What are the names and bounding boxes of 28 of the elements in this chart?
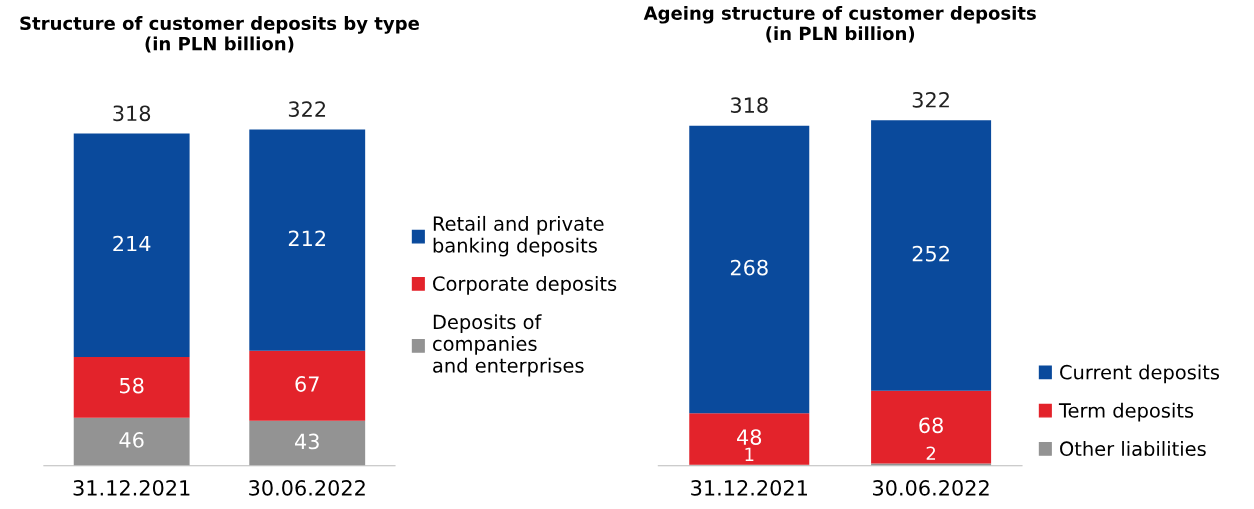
legend-label: Term deposits: [1058, 402, 1194, 422]
data-label: 43: [294, 433, 319, 450]
data-label: 58: [120, 377, 144, 394]
data-label: 268: [730, 259, 768, 276]
x-tick-label: 30.06.2022: [873, 479, 989, 496]
x-tick-label: 31.12.2021: [691, 479, 807, 496]
total-label: 322: [288, 101, 326, 117]
data-label: 68: [919, 417, 943, 434]
data-label: 212: [288, 230, 326, 246]
legend-label: Corporate deposits: [433, 275, 617, 295]
data-label: 2: [926, 446, 936, 460]
chart-title: Structure of customer deposits by type (in PLN billion): [20, 16, 419, 53]
data-label: 46: [119, 432, 144, 448]
data-label: 1: [745, 447, 754, 461]
legend-label: Deposits of companies and enterprises: [433, 314, 584, 377]
legend-label: Other liabilities: [1060, 441, 1206, 457]
data-label: 48: [737, 429, 762, 445]
legend-label: Current deposits: [1060, 364, 1220, 384]
total-label: 318: [113, 105, 151, 122]
data-label: 67: [295, 376, 319, 392]
x-tick-label: 31.12.2021: [73, 479, 190, 496]
total-label: 322: [912, 91, 949, 108]
chart-title: Ageing structure of customer deposits (in PLN billion): [643, 5, 1036, 43]
data-label: 214: [113, 235, 151, 252]
legend-label: Retail and private banking deposits: [433, 215, 604, 257]
total-label: 318: [730, 97, 768, 114]
x-tick-label: 30.06.2022: [249, 479, 365, 496]
data-label: 252: [912, 245, 949, 262]
